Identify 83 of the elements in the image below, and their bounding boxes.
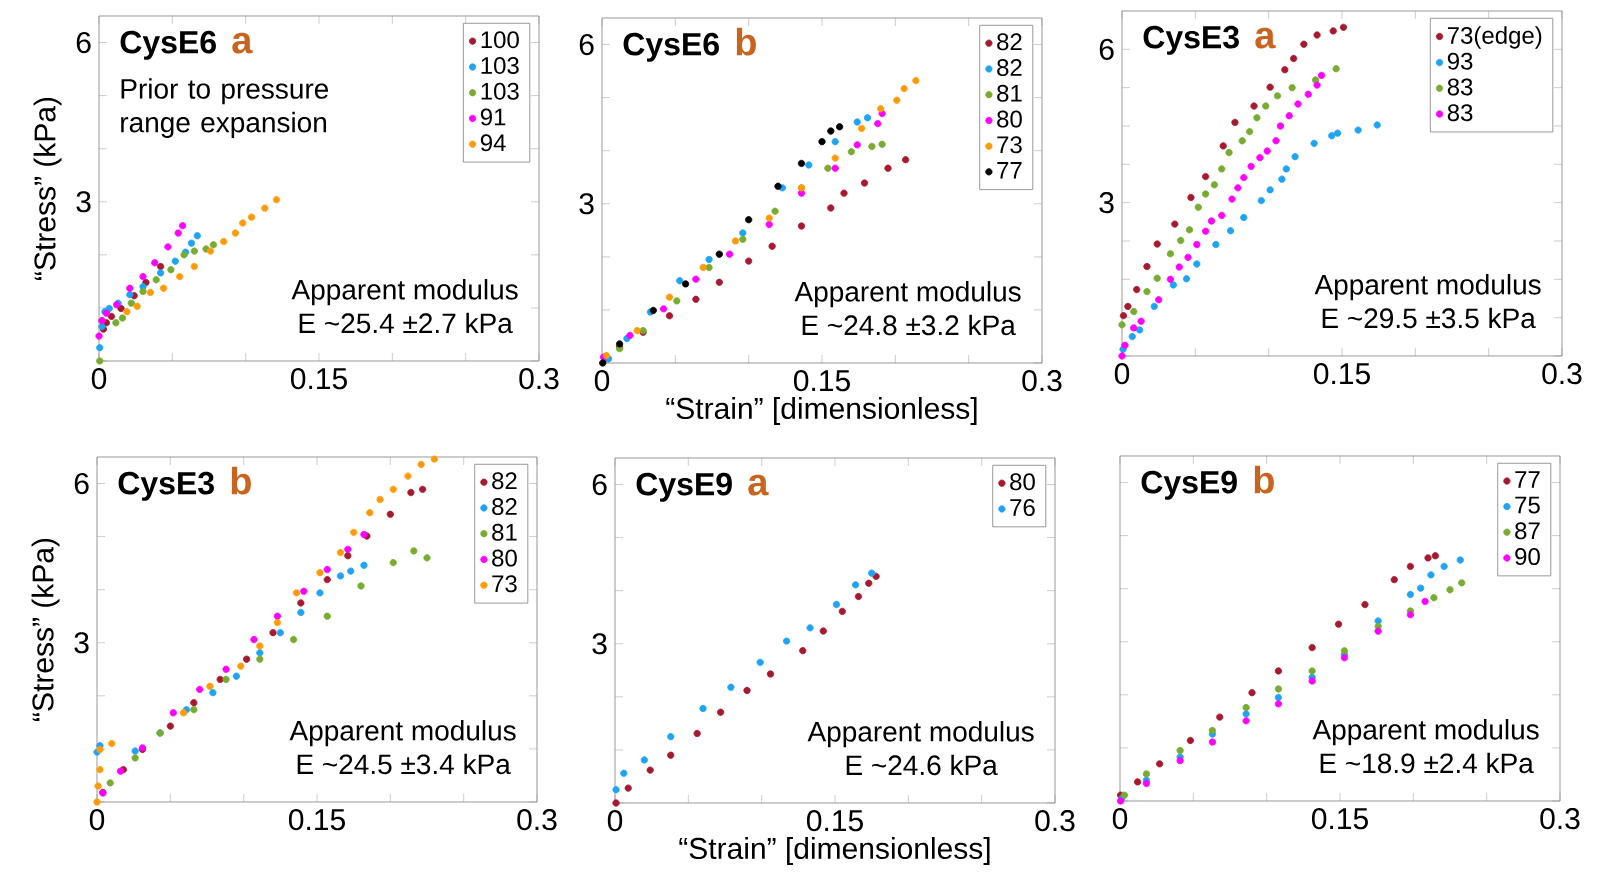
legend-label: 82 [492, 498, 517, 516]
annotation: E ~18.9 ±2.4 kPa [1320, 752, 1534, 774]
legend-label: 76 [1010, 499, 1035, 517]
chart-subtitle: b [736, 27, 756, 56]
chart-title: CysE6 [623, 32, 719, 62]
legend-label: 73 [997, 136, 1022, 154]
y-tick-label: 6 [592, 473, 607, 496]
annotation: Apparent modulus [794, 281, 1021, 308]
annotation: E ~24.8 ±3.2 kPa [802, 314, 1016, 336]
annotation: Apparent modulus [289, 720, 516, 747]
legend-label: 75 [1515, 496, 1540, 514]
chart-subtitle: b [1254, 465, 1274, 494]
chart-title: CysE6 [120, 30, 216, 60]
legend-label: 80 [997, 110, 1022, 128]
y-tick-label: 6 [579, 33, 594, 56]
legend-label: 73 [492, 575, 517, 593]
x-tick-label: 0.15 [1311, 808, 1368, 830]
chart-title: CysE3 [118, 471, 214, 501]
legend-label: 73(edge) [1447, 26, 1542, 49]
y-tick-label: 3 [1099, 192, 1114, 214]
x-tick-label: 0.3 [517, 809, 557, 831]
legend-label: 83 [1447, 104, 1473, 122]
legend-label: 82 [492, 472, 517, 490]
y-tick-label: 3 [76, 191, 91, 213]
legend-label: 91 [480, 108, 506, 126]
chart-title: CysE9 [1141, 470, 1237, 500]
legend-label: 81 [492, 523, 517, 541]
annotation: E ~24.5 ±3.4 kPa [297, 753, 511, 775]
chart-subtitle: a [748, 474, 769, 496]
y-axis-title: “Stress” (kPa) [33, 97, 62, 280]
x-tick-label: 0.15 [806, 810, 863, 832]
chart-subtitle: a [232, 32, 253, 54]
legend-label: 82 [997, 33, 1022, 51]
legend-label: 94 [480, 134, 506, 152]
chart-subtitle: a [1255, 27, 1276, 49]
x-tick-label: 0.15 [793, 370, 850, 392]
x-axis-title: “Strain” [dimensionless] [679, 837, 990, 865]
x-tick-label: 0 [91, 368, 107, 390]
y-tick-label: 6 [1099, 38, 1114, 60]
chart-title: CysE9 [636, 472, 732, 502]
annotation: E ~25.4 ±2.7 kPa [299, 312, 513, 334]
legend-label: 103 [481, 57, 519, 75]
annotation: Apparent modulus [291, 279, 518, 306]
y-axis-title: “Stress” (kPa) [31, 538, 60, 721]
x-tick-label: 0 [1114, 363, 1130, 385]
x-tick-label: 0.15 [290, 368, 347, 390]
annotation: E ~29.5 ±3.5 kPa [1322, 307, 1536, 329]
y-tick-label: 6 [74, 472, 89, 495]
legend-label: 83 [1447, 78, 1473, 96]
x-tick-label: 0 [1112, 808, 1128, 830]
legend-label: 82 [997, 59, 1022, 77]
x-tick-label: 0 [607, 810, 623, 832]
x-tick-label: 0 [89, 809, 105, 831]
legend-label: 80 [1010, 473, 1035, 491]
chart-title: CysE3 [1143, 25, 1239, 55]
legend-label: 100 [481, 31, 519, 49]
legend-label: 93 [1447, 52, 1473, 70]
x-tick-label: 0.3 [1542, 363, 1582, 385]
x-tick-label: 0.3 [519, 368, 559, 390]
x-tick-label: 0.15 [288, 809, 345, 831]
legend-label: 80 [492, 549, 517, 567]
annotation: Apparent modulus [1314, 274, 1541, 301]
x-tick-label: 0 [594, 370, 610, 392]
x-tick-label: 0.15 [1313, 363, 1370, 385]
x-tick-label: 0.3 [1022, 370, 1062, 392]
annotation: E ~24.6 kPa [846, 754, 998, 776]
legend-label: 81 [997, 84, 1022, 102]
y-tick-label: 3 [579, 193, 594, 215]
x-tick-label: 0.3 [1035, 810, 1075, 832]
legend-label: 87 [1515, 522, 1540, 540]
y-tick-label: 3 [592, 633, 607, 655]
legend-label: 90 [1515, 548, 1540, 566]
y-tick-label: 6 [76, 31, 91, 54]
legend-label: 103 [481, 82, 519, 100]
legend-label: 77 [1515, 471, 1540, 488]
x-axis-title: “Strain” [dimensionless] [666, 397, 977, 425]
chart-subtitle: b [231, 466, 251, 495]
x-tick-label: 0.3 [1540, 808, 1580, 830]
legend-label: 77 [997, 162, 1022, 179]
y-tick-label: 3 [74, 632, 89, 654]
annotation: Prior to pressure range expansion [121, 78, 329, 138]
annotation: Apparent modulus [807, 721, 1034, 748]
annotation: Apparent modulus [1312, 719, 1539, 746]
